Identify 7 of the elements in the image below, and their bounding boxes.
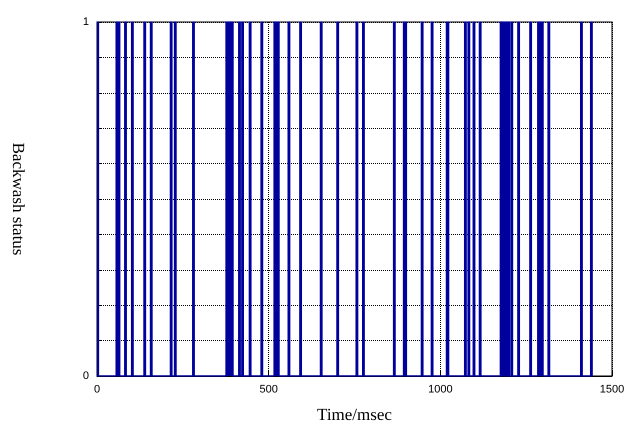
x-axis-title: Time/msec <box>317 405 392 424</box>
x-tick-label: 500 <box>259 384 278 396</box>
x-tick-label: 0 <box>94 384 100 396</box>
x-tick-label: 1000 <box>428 384 453 396</box>
y-axis-title: Backwash status <box>9 142 28 256</box>
x-tick-label: 1500 <box>600 384 624 396</box>
y-tick-label: 1 <box>82 16 89 28</box>
